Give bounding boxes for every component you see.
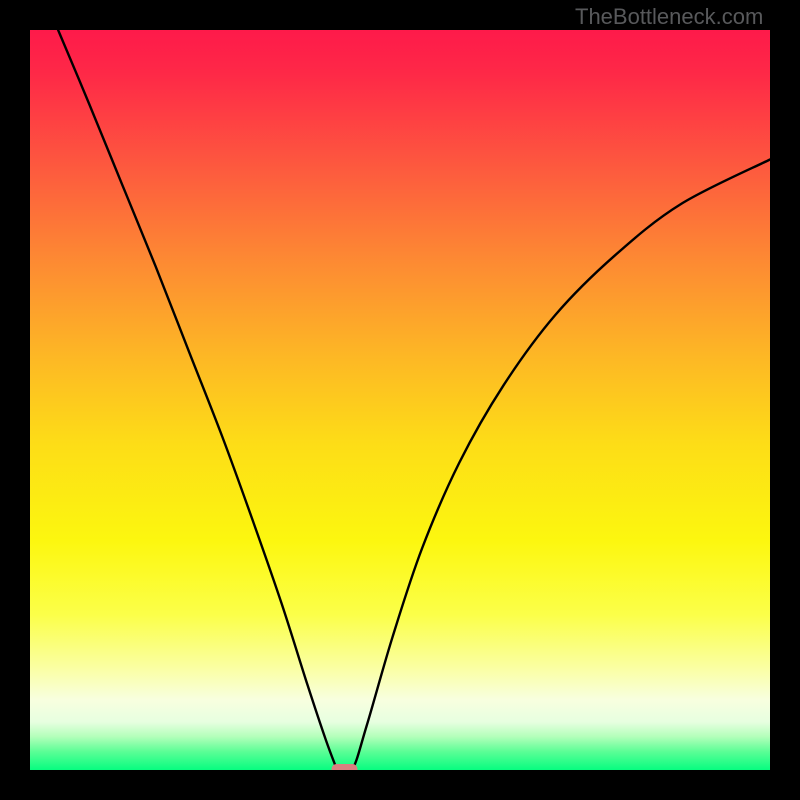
chart-frame: [0, 0, 800, 800]
watermark-text: TheBottleneck.com: [575, 4, 763, 30]
